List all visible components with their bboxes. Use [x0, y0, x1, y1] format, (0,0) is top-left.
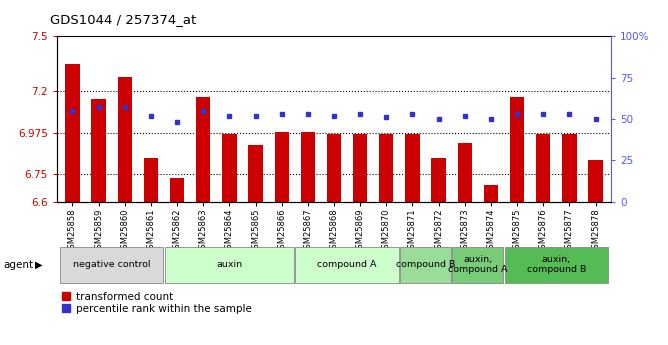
Bar [327, 134, 341, 202]
Bar [379, 134, 393, 202]
Text: auxin,
compound A: auxin, compound A [448, 255, 508, 275]
Text: auxin,
compound B: auxin, compound B [526, 255, 586, 275]
Bar [196, 97, 210, 202]
Bar [170, 178, 184, 202]
Bar [144, 158, 158, 202]
Text: GDS1044 / 257374_at: GDS1044 / 257374_at [50, 13, 196, 26]
Bar [60, 247, 164, 283]
Bar [164, 247, 294, 283]
Text: compound A: compound A [317, 260, 377, 269]
Bar [275, 132, 289, 202]
Bar [400, 247, 451, 283]
Text: auxin: auxin [216, 260, 242, 269]
Bar [510, 97, 524, 202]
Text: ▶: ▶ [35, 260, 42, 270]
Bar [589, 159, 603, 202]
Bar [458, 143, 472, 202]
Bar [452, 247, 504, 283]
Text: compound B: compound B [396, 260, 455, 269]
Bar [405, 134, 420, 202]
Text: negative control: negative control [73, 260, 150, 269]
Bar [536, 134, 550, 202]
Bar [504, 247, 608, 283]
Bar [353, 134, 367, 202]
Bar [248, 145, 263, 202]
Bar [65, 64, 79, 202]
Text: agent: agent [3, 260, 33, 270]
Bar [562, 134, 576, 202]
Bar [295, 247, 399, 283]
Bar [301, 132, 315, 202]
Bar [118, 77, 132, 202]
Bar [484, 185, 498, 202]
Bar [92, 99, 106, 202]
Bar [222, 134, 236, 202]
Bar [432, 158, 446, 202]
Legend: transformed count, percentile rank within the sample: transformed count, percentile rank withi… [62, 292, 251, 314]
